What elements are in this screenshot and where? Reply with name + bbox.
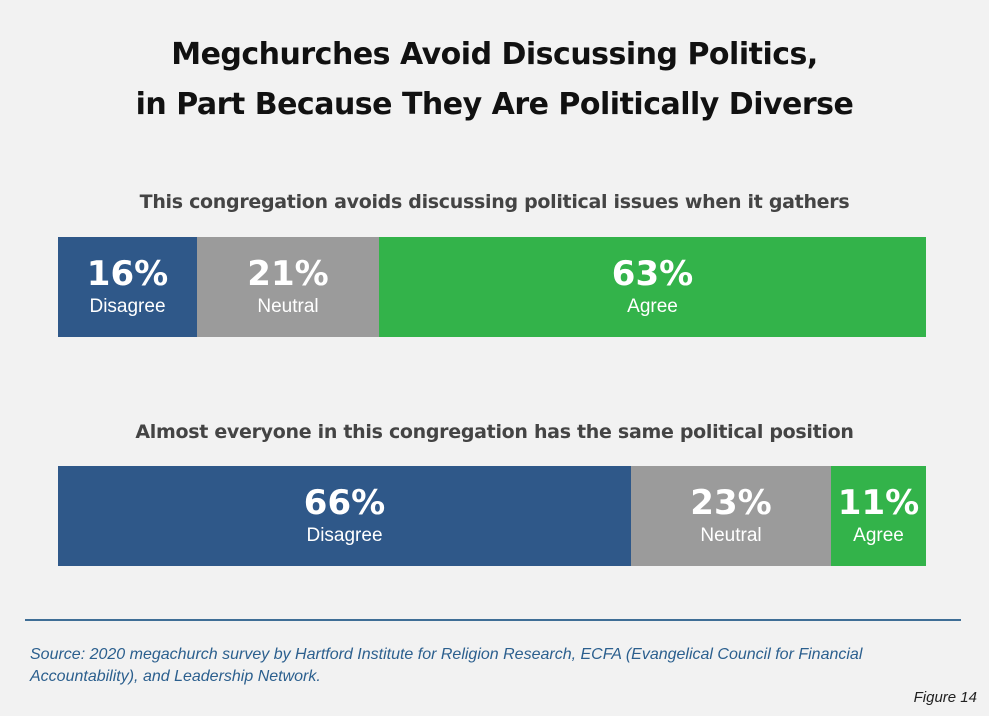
value-label: 23% bbox=[690, 483, 772, 523]
value-label: 21% bbox=[247, 254, 329, 294]
category-label: Disagree bbox=[306, 525, 383, 546]
category-label: Neutral bbox=[257, 296, 319, 317]
bar-segment-agree: 11% Agree bbox=[831, 466, 926, 566]
chart-1-stacked-bar: 16% Disagree 21% Neutral 63% Agree bbox=[58, 237, 926, 337]
bar-segment-disagree: 66% Disagree bbox=[58, 466, 631, 566]
category-label: Agree bbox=[627, 296, 678, 317]
segment-label-group: 66% Disagree bbox=[58, 466, 631, 566]
category-label: Neutral bbox=[700, 525, 762, 546]
figure-label: Figure 14 bbox=[913, 689, 977, 706]
value-label: 66% bbox=[303, 483, 386, 523]
bar-segment-disagree: 16% Disagree bbox=[58, 237, 197, 337]
value-label: 11% bbox=[837, 483, 920, 523]
segment-label-group: 63% Agree bbox=[379, 237, 926, 337]
category-label: Agree bbox=[853, 525, 904, 546]
divider bbox=[25, 619, 961, 621]
chart-1-title: This congregation avoids discussing poli… bbox=[139, 191, 850, 213]
segment-label-group: 21% Neutral bbox=[197, 237, 379, 337]
segment-label-group: 11% Agree bbox=[831, 466, 926, 566]
title-line-2: in Part Because They Are Politically Div… bbox=[135, 87, 854, 122]
page-title: Megchurches Avoid Discussing Politics, i… bbox=[0, 30, 989, 130]
title-line-1: Megchurches Avoid Discussing Politics, bbox=[171, 37, 818, 72]
chart-2-stacked-bar: 66% Disagree 23% Neutral 11% Agree bbox=[58, 466, 926, 566]
bar-segment-neutral: 23% Neutral bbox=[631, 466, 831, 566]
segment-label-group: 23% Neutral bbox=[631, 466, 831, 566]
source-note: Source: 2020 megachurch survey by Hartfo… bbox=[30, 646, 863, 685]
value-label: 63% bbox=[611, 254, 694, 294]
category-label: Disagree bbox=[89, 296, 166, 317]
value-label: 16% bbox=[86, 254, 169, 294]
segment-label-group: 16% Disagree bbox=[58, 237, 197, 337]
bar-segment-agree: 63% Agree bbox=[379, 237, 926, 337]
bar-segment-neutral: 21% Neutral bbox=[197, 237, 379, 337]
chart-2-title: Almost everyone in this congregation has… bbox=[135, 421, 854, 443]
